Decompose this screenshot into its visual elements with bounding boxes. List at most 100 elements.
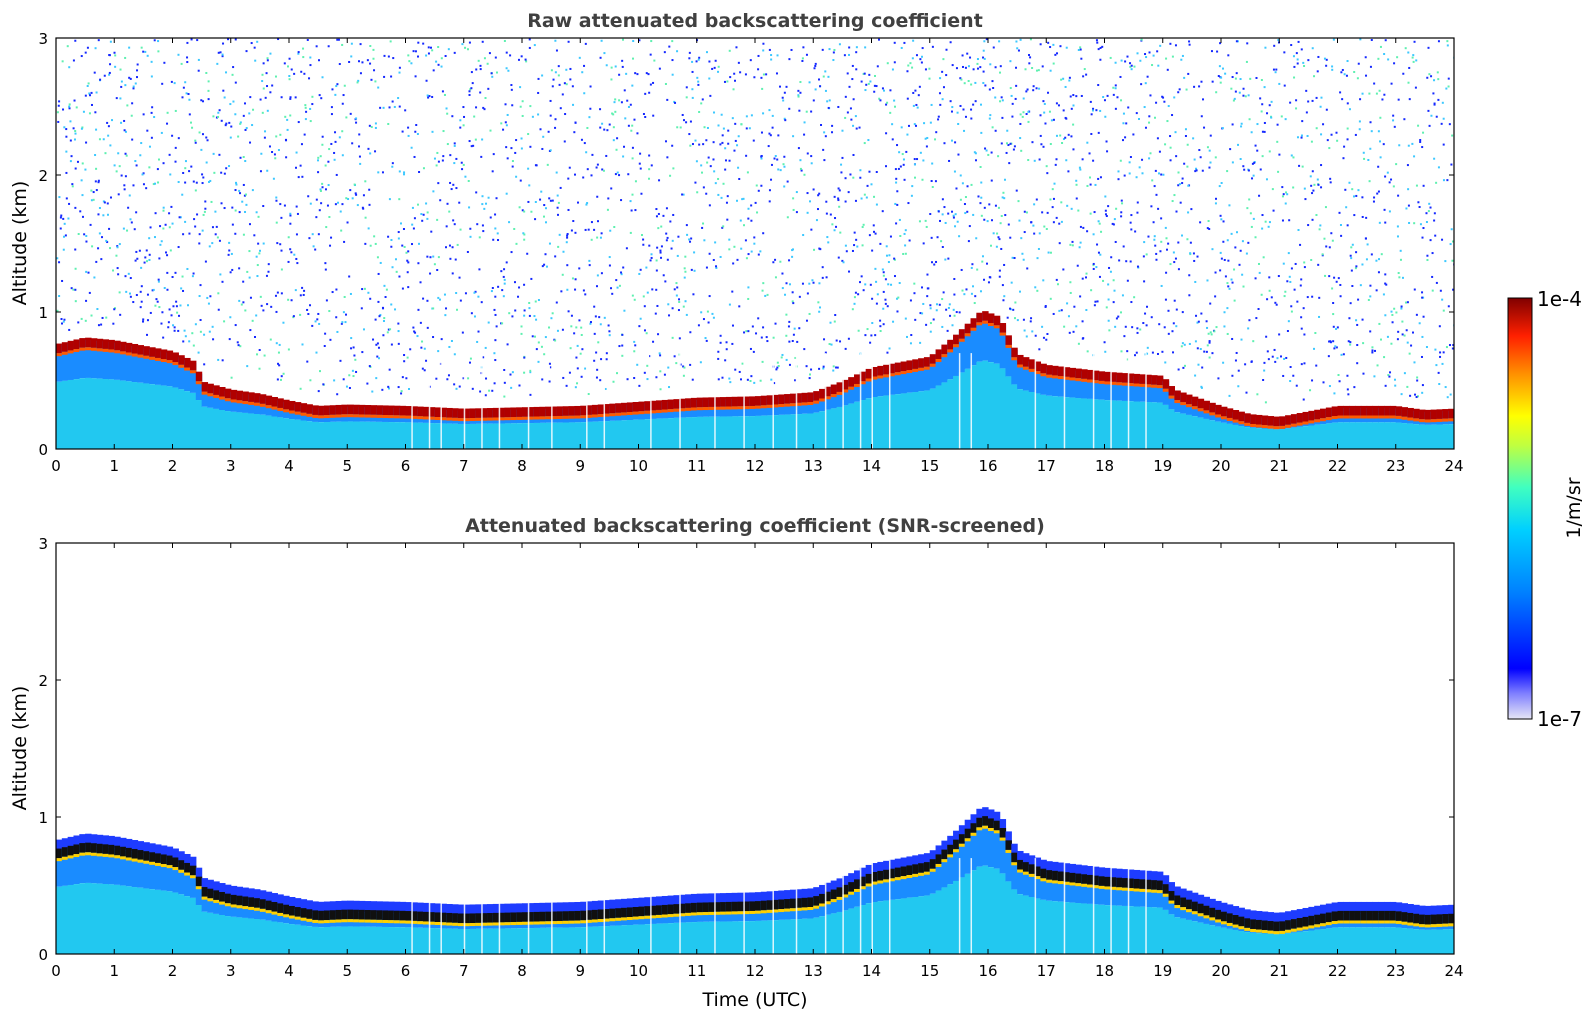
noise-speckle bbox=[1120, 311, 1123, 314]
backscatter-column bbox=[1308, 425, 1315, 449]
noise-speckle bbox=[1138, 166, 1141, 169]
aerosol-layer-edge bbox=[422, 416, 430, 420]
aerosol-layer-band bbox=[580, 405, 587, 416]
noise-speckle bbox=[1096, 41, 1099, 44]
noise-speckle bbox=[781, 96, 784, 99]
backscatter-column bbox=[399, 422, 407, 449]
x-tick-label: 22 bbox=[1328, 457, 1347, 475]
aerosol-layer-edge bbox=[61, 351, 69, 355]
noise-speckle bbox=[1041, 325, 1044, 328]
noise-speckle bbox=[745, 257, 748, 260]
noise-speckle bbox=[834, 217, 837, 220]
noise-speckle bbox=[1187, 211, 1190, 214]
noise-speckle bbox=[1371, 346, 1374, 349]
noise-speckle bbox=[1173, 194, 1176, 197]
noise-speckle bbox=[737, 166, 740, 169]
noise-speckle bbox=[376, 355, 379, 358]
backscatter-column bbox=[941, 346, 948, 383]
noise-speckle bbox=[831, 131, 834, 134]
aerosol-layer-band bbox=[1127, 373, 1135, 384]
noise-speckle bbox=[225, 167, 228, 170]
noise-speckle bbox=[238, 211, 241, 214]
noise-speckle bbox=[162, 209, 165, 212]
noise-speckle bbox=[361, 351, 364, 354]
noise-speckle bbox=[615, 279, 618, 282]
noise-speckle bbox=[505, 261, 508, 264]
noise-speckle bbox=[738, 370, 741, 373]
backscatter-column bbox=[283, 418, 290, 449]
noise-speckle bbox=[570, 325, 573, 328]
noise-speckle bbox=[740, 123, 743, 126]
noise-speckle bbox=[207, 89, 210, 92]
noise-speckle bbox=[841, 156, 844, 159]
noise-speckle bbox=[871, 322, 874, 325]
noise-speckle bbox=[1167, 242, 1170, 245]
backscatter-column bbox=[702, 416, 709, 449]
noise-speckle bbox=[1102, 279, 1105, 282]
noise-speckle bbox=[232, 100, 235, 103]
noise-speckle bbox=[1329, 177, 1332, 180]
noise-speckle bbox=[688, 57, 691, 60]
noise-speckle bbox=[900, 126, 903, 129]
noise-speckle bbox=[776, 158, 779, 161]
noise-speckle bbox=[1302, 398, 1305, 401]
noise-speckle bbox=[697, 80, 700, 83]
noise-speckle bbox=[431, 130, 434, 133]
noise-speckle bbox=[72, 288, 75, 291]
noise-speckle bbox=[1361, 263, 1364, 266]
noise-speckle bbox=[1372, 200, 1375, 203]
noise-speckle bbox=[684, 300, 687, 303]
noise-speckle bbox=[502, 128, 505, 131]
noise-speckle bbox=[1348, 181, 1351, 184]
noise-speckle bbox=[286, 65, 289, 68]
noise-speckle bbox=[1325, 108, 1328, 111]
noise-speckle bbox=[588, 264, 591, 267]
noise-speckle bbox=[1333, 276, 1336, 279]
noise-speckle bbox=[1426, 259, 1429, 262]
noise-speckle bbox=[702, 318, 705, 321]
noise-speckle bbox=[728, 248, 731, 251]
noise-speckle bbox=[939, 219, 942, 222]
noise-speckle bbox=[833, 320, 836, 323]
noise-speckle bbox=[1339, 224, 1342, 227]
noise-speckle bbox=[318, 209, 321, 212]
backscatter-column bbox=[504, 423, 511, 449]
noise-speckle bbox=[234, 181, 237, 184]
noise-speckle bbox=[848, 46, 851, 49]
noise-speckle bbox=[1375, 289, 1378, 292]
noise-speckle bbox=[1435, 281, 1438, 284]
noise-speckle bbox=[493, 352, 496, 355]
noise-speckle bbox=[743, 224, 746, 227]
noise-speckle bbox=[1121, 202, 1124, 205]
noise-speckle bbox=[299, 164, 302, 167]
backscatter-column bbox=[830, 386, 838, 409]
noise-speckle bbox=[198, 242, 201, 245]
noise-speckle bbox=[180, 62, 183, 65]
noise-speckle bbox=[149, 226, 152, 229]
aerosol-layer-band bbox=[737, 396, 744, 407]
noise-speckle bbox=[1298, 164, 1301, 167]
noise-speckle bbox=[65, 135, 68, 138]
noise-speckle bbox=[659, 354, 662, 357]
noise-speckle bbox=[1290, 305, 1293, 308]
aerosol-layer-edge bbox=[1424, 419, 1432, 423]
noise-speckle bbox=[1242, 94, 1245, 97]
noise-speckle bbox=[468, 206, 471, 209]
noise-speckle bbox=[445, 107, 448, 110]
noise-speckle bbox=[1439, 351, 1442, 354]
noise-speckle bbox=[1126, 350, 1129, 353]
noise-speckle bbox=[1376, 364, 1379, 367]
x-tick-label: 19 bbox=[1153, 457, 1172, 475]
noise-speckle bbox=[1058, 222, 1061, 225]
noise-speckle bbox=[1148, 157, 1151, 160]
aerosol-layer-band bbox=[760, 395, 768, 406]
noise-speckle bbox=[672, 213, 675, 216]
noise-speckle bbox=[1332, 325, 1335, 328]
noise-speckle bbox=[600, 39, 603, 42]
backscatter-column bbox=[1389, 422, 1397, 449]
noise-speckle bbox=[821, 266, 824, 269]
noise-speckle bbox=[942, 291, 945, 294]
noise-speckle bbox=[724, 159, 727, 162]
aerosol-layer-edge bbox=[854, 383, 861, 387]
noise-speckle bbox=[394, 308, 397, 311]
